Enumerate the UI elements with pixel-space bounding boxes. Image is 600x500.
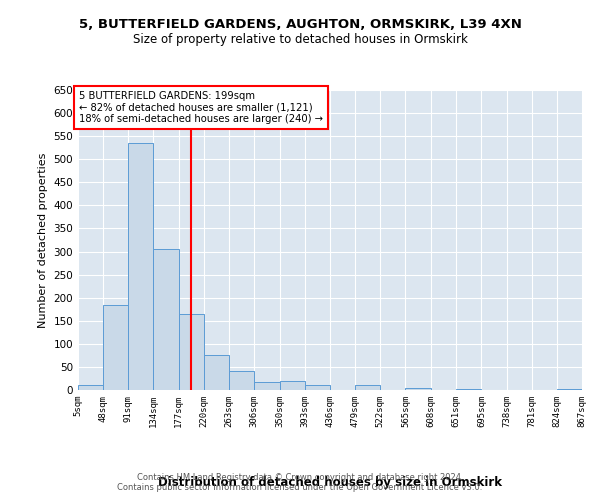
Y-axis label: Number of detached properties: Number of detached properties — [38, 152, 48, 328]
Bar — [179, 314, 204, 390]
Bar — [78, 386, 103, 390]
Bar — [229, 370, 254, 390]
Bar — [254, 382, 280, 390]
Bar — [456, 389, 481, 390]
Text: Contains HM Land Registry data © Crown copyright and database right 2024.: Contains HM Land Registry data © Crown c… — [137, 472, 463, 482]
Bar — [305, 386, 330, 390]
Bar — [103, 304, 128, 390]
Text: Contains public sector information licensed under the Open Government Licence v3: Contains public sector information licen… — [118, 482, 482, 492]
X-axis label: Distribution of detached houses by size in Ormskirk: Distribution of detached houses by size … — [158, 476, 502, 488]
Bar — [406, 388, 431, 390]
Bar — [128, 143, 154, 390]
Text: 5, BUTTERFIELD GARDENS, AUGHTON, ORMSKIRK, L39 4XN: 5, BUTTERFIELD GARDENS, AUGHTON, ORMSKIR… — [79, 18, 521, 30]
Bar — [355, 386, 380, 390]
Text: 5 BUTTERFIELD GARDENS: 199sqm
← 82% of detached houses are smaller (1,121)
18% o: 5 BUTTERFIELD GARDENS: 199sqm ← 82% of d… — [79, 91, 323, 124]
Text: Size of property relative to detached houses in Ormskirk: Size of property relative to detached ho… — [133, 32, 467, 46]
Bar — [280, 381, 305, 390]
Bar — [557, 389, 582, 390]
Bar — [204, 356, 229, 390]
Bar — [154, 249, 179, 390]
